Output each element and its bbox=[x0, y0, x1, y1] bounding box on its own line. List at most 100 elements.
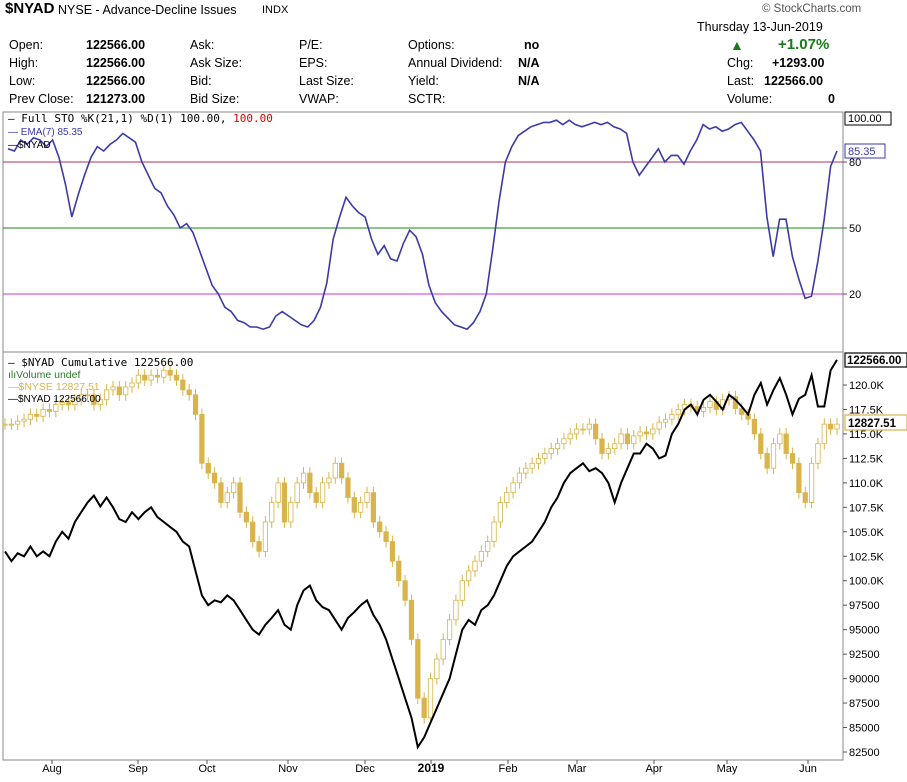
nyse-candle bbox=[605, 448, 611, 454]
bid-label: Bid: bbox=[190, 74, 212, 88]
nyse-candle bbox=[834, 423, 840, 430]
nyse-candle bbox=[34, 413, 40, 417]
chg-label: Chg: bbox=[727, 56, 754, 70]
volume-legend: ılıVolume undef bbox=[8, 369, 80, 381]
price-tick-label: 115.0K bbox=[849, 429, 884, 441]
nyse-candle bbox=[256, 541, 262, 552]
nyse-candle bbox=[364, 492, 370, 503]
quote-date: Thursday 13-Jun-2019 bbox=[697, 20, 823, 34]
nyse-candle bbox=[218, 482, 224, 503]
nyse-candle bbox=[796, 462, 802, 494]
nyse-candle bbox=[758, 433, 764, 454]
nyse-candle bbox=[294, 482, 300, 503]
nyse-candle bbox=[319, 482, 326, 503]
low-label: Low: bbox=[9, 74, 36, 88]
stochastic-legend: — Full STO %K(21,1) %D(1) 100.00, 100.00 bbox=[8, 112, 273, 125]
nyse-candle bbox=[338, 462, 345, 479]
cumulative-legend: — $NYAD Cumulative 122566.00 bbox=[8, 356, 193, 369]
nyse-last-value-box bbox=[844, 414, 907, 431]
nyse-candle bbox=[211, 472, 218, 484]
nyse-candle bbox=[516, 472, 523, 484]
price-tick-label: 87500 bbox=[849, 698, 880, 710]
nyse-candle bbox=[72, 399, 78, 405]
stochastic-top-label: 100.00 bbox=[848, 113, 882, 125]
x-axis-label: Aug bbox=[42, 763, 62, 775]
pe-label: P/E: bbox=[299, 38, 323, 52]
eps-label: EPS: bbox=[299, 56, 328, 70]
yield-label: Yield: bbox=[408, 74, 439, 88]
price-tick-label: 110.0K bbox=[849, 478, 884, 490]
nyse-candle bbox=[396, 560, 402, 582]
last-value: 122566.00 bbox=[764, 74, 824, 88]
nyse-candle bbox=[675, 409, 681, 415]
bid-size-label: Bid Size: bbox=[190, 92, 240, 106]
nyse-candle bbox=[275, 482, 281, 503]
price-tick-label: 102.5K bbox=[849, 551, 885, 563]
nyse-candle bbox=[701, 407, 707, 412]
nyse-candle bbox=[472, 560, 478, 572]
nyse-candle bbox=[243, 511, 249, 523]
nyse-candle bbox=[332, 462, 338, 479]
nyse-candle bbox=[593, 423, 599, 440]
prev-close-value: 121273.00 bbox=[86, 92, 146, 106]
nyse-candle bbox=[199, 413, 205, 464]
x-axis-label: Mar bbox=[568, 763, 587, 775]
nyse-candle bbox=[764, 453, 770, 469]
nyse-candle bbox=[21, 418, 27, 422]
nyse-candle bbox=[84, 394, 91, 397]
nyse-candle bbox=[567, 433, 573, 440]
x-axis-label: Oct bbox=[198, 763, 215, 775]
exchange: INDX bbox=[262, 4, 289, 16]
nyse-candle bbox=[542, 453, 548, 459]
nyse-candle bbox=[370, 492, 376, 523]
nyse-candle bbox=[135, 374, 141, 384]
nyse-candle bbox=[377, 521, 383, 533]
nyse-candle bbox=[662, 418, 669, 423]
x-axis-label: Apr bbox=[645, 763, 662, 775]
price-tick-label: 92500 bbox=[849, 649, 880, 661]
ask-label: Ask: bbox=[190, 38, 215, 52]
nyse-candle bbox=[8, 423, 14, 426]
nyse-candle bbox=[250, 521, 256, 542]
ask-size-label: Ask Size: bbox=[190, 56, 243, 70]
nyse-candle bbox=[2, 423, 8, 426]
nyse-candle bbox=[326, 477, 332, 484]
cumulative-last-value-box bbox=[844, 352, 907, 368]
nyse-candle bbox=[408, 599, 415, 640]
nyse-candle bbox=[529, 462, 535, 469]
price-tick-label: 97500 bbox=[849, 600, 880, 612]
nyse-candle bbox=[103, 389, 110, 401]
nyse-candle bbox=[180, 379, 186, 391]
nyse-candle bbox=[828, 423, 834, 430]
nyse-candle bbox=[523, 467, 529, 474]
nyse-candle bbox=[123, 386, 129, 396]
sctr-label: SCTR: bbox=[408, 92, 446, 106]
x-axis-label: 2019 bbox=[418, 761, 445, 775]
nyse-candle bbox=[466, 570, 472, 582]
nyse-candle bbox=[313, 492, 319, 503]
nyse-candle bbox=[535, 457, 542, 464]
nyse-candle bbox=[345, 477, 351, 498]
quote-header: $NYAD NYSE - Advance-Decline Issues INDX… bbox=[0, 0, 907, 112]
volume-label: Volume: bbox=[727, 92, 773, 106]
nyse-candle bbox=[300, 472, 307, 484]
price-tick-label: 100.0K bbox=[849, 576, 885, 588]
nyse-candle bbox=[78, 394, 84, 401]
price-tick-label: 95000 bbox=[849, 625, 880, 637]
nyse-candles bbox=[2, 364, 840, 724]
nyse-candle bbox=[650, 428, 656, 435]
prev-close-label: Prev Close: bbox=[9, 92, 74, 106]
nyse-candle bbox=[624, 433, 631, 445]
chg-value: +1293.00 bbox=[772, 56, 825, 70]
options-value: no bbox=[524, 38, 540, 52]
nyse-candle bbox=[262, 521, 269, 552]
nyse-candle bbox=[186, 389, 192, 396]
stochastic-line bbox=[7, 119, 838, 331]
nyse-candle bbox=[427, 678, 434, 719]
dividend-value: N/A bbox=[518, 56, 540, 70]
nyse-candle bbox=[40, 409, 46, 417]
volume-value: 0 bbox=[828, 92, 835, 106]
nyse-candle bbox=[548, 448, 554, 454]
nyse-candle bbox=[573, 428, 580, 435]
